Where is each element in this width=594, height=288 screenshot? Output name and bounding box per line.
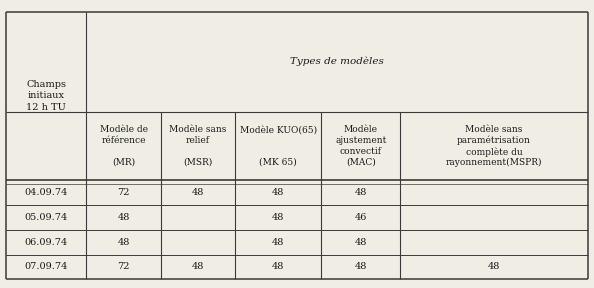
Text: 72: 72 <box>117 262 129 272</box>
Text: Modèle de
référence

(MR): Modèle de référence (MR) <box>100 126 147 167</box>
Text: 06.09.74: 06.09.74 <box>24 238 68 247</box>
Text: 48: 48 <box>272 213 285 222</box>
Text: Modèle sans
paramétrisation
complète du
rayonnement(MSPR): Modèle sans paramétrisation complète du … <box>446 125 542 167</box>
Text: Champs
initiaux
12 h TU: Champs initiaux 12 h TU <box>26 80 66 112</box>
Text: 05.09.74: 05.09.74 <box>24 213 68 222</box>
Text: 07.09.74: 07.09.74 <box>24 262 68 272</box>
Text: 48: 48 <box>272 262 285 272</box>
Text: 48: 48 <box>272 238 285 247</box>
Text: 48: 48 <box>355 238 367 247</box>
Text: 72: 72 <box>117 188 129 197</box>
Text: 48: 48 <box>192 188 204 197</box>
Text: 48: 48 <box>118 213 129 222</box>
Text: 48: 48 <box>355 188 367 197</box>
Text: 04.09.74: 04.09.74 <box>24 188 68 197</box>
Text: 46: 46 <box>355 213 367 222</box>
Text: 48: 48 <box>355 262 367 272</box>
Text: Types de modèles: Types de modèles <box>290 57 384 67</box>
Text: 48: 48 <box>118 238 129 247</box>
Text: 48: 48 <box>192 262 204 272</box>
Text: Modèle sans
relief

(MSR): Modèle sans relief (MSR) <box>169 126 227 167</box>
Text: Modèle
ajustement
convectif
(MAC): Modèle ajustement convectif (MAC) <box>335 126 387 167</box>
Text: 48: 48 <box>272 188 285 197</box>
Text: 48: 48 <box>488 262 500 272</box>
Text: Modèle KUO(65)


(MK 65): Modèle KUO(65) (MK 65) <box>240 126 317 167</box>
